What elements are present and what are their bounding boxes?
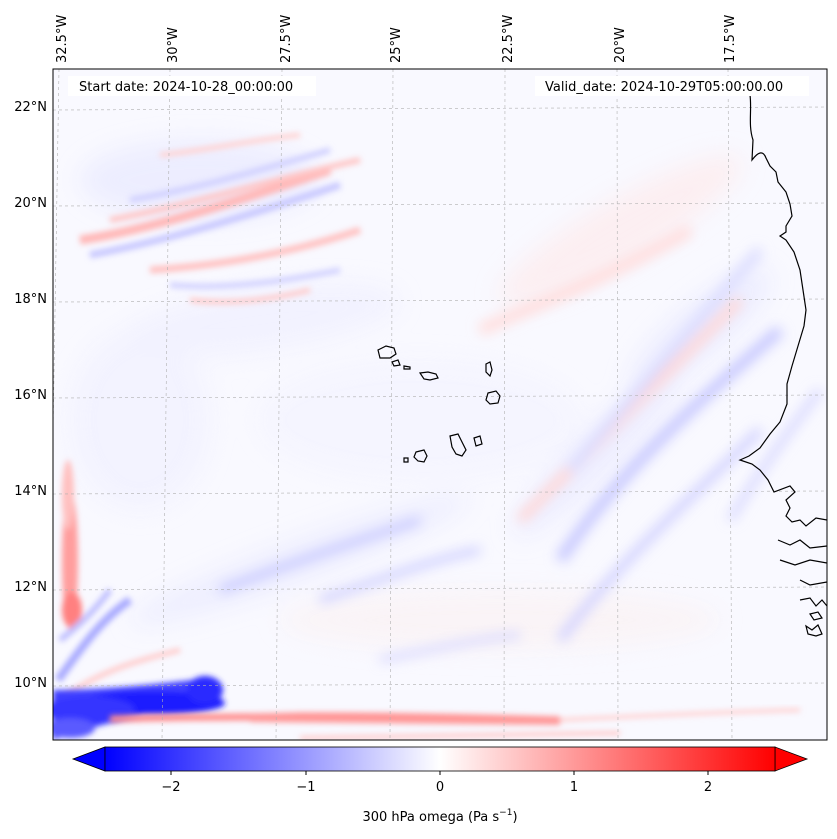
colorbar-label-suffix: ) [512,810,517,825]
coastlines [377,94,827,637]
colorbar-tick-label: 0 [436,780,444,795]
lon-label: 25°W [389,27,404,63]
lat-label: 18°N [14,292,47,307]
lon-label: 22.5°W [501,15,516,63]
colorbar-tick-label: 2 [704,780,712,795]
lat-label: 14°N [14,484,47,499]
island-santiago [449,433,467,457]
lat-label: 20°N [14,196,47,211]
colorbar-label-exponent: −1 [499,808,512,818]
colorbar-tick-label: 1 [570,780,578,795]
lon-label: 17.5°W [723,15,738,63]
lat-label: 16°N [14,388,47,403]
lat-label: 22°N [14,100,47,115]
latitude-labels: 22°N 20°N 18°N 16°N 14°N 12°N 10°N [14,100,47,691]
valid-date-box [535,76,809,96]
colorbar-tick-label: −1 [296,780,315,795]
colorbar: −2 −1 0 1 2 300 hPa omega (Pa s−1) [71,746,809,825]
start-date-box [68,76,316,96]
lon-label: 27.5°W [279,15,294,63]
colorbar-max-extend [774,746,809,772]
lat-label: 10°N [14,676,47,691]
colorbar-label: 300 hPa omega (Pa s−1) [362,808,517,825]
island-santo-antao [377,345,397,359]
colorbar-label-prefix: 300 hPa omega (Pa s [362,810,499,825]
colorbar-gradient [104,746,776,772]
start-date-label: Start date: 2024-10-28_00:00:00 [79,80,293,95]
lat-label: 12°N [14,580,47,595]
longitude-labels: 32.5°W 30°W 27.5°W 25°W 22.5°W 20°W 17.5… [55,15,738,63]
colorbar-min-extend [71,746,106,772]
gridlines [53,69,827,740]
colorbar-tick-label: −2 [161,780,180,795]
africa-coastline [738,94,827,527]
map-frame [52,68,828,741]
omega-field [53,132,824,740]
map-panel: Start date: 2024-10-28_00:00:00 Valid_da… [52,68,828,741]
lon-label: 20°W [613,27,628,63]
valid-date-label: Valid_date: 2024-10-29T05:00:00.00 [545,80,783,95]
colorbar-ticks [170,771,709,775]
lon-label: 32.5°W [55,15,70,63]
lon-label: 30°W [166,27,181,63]
